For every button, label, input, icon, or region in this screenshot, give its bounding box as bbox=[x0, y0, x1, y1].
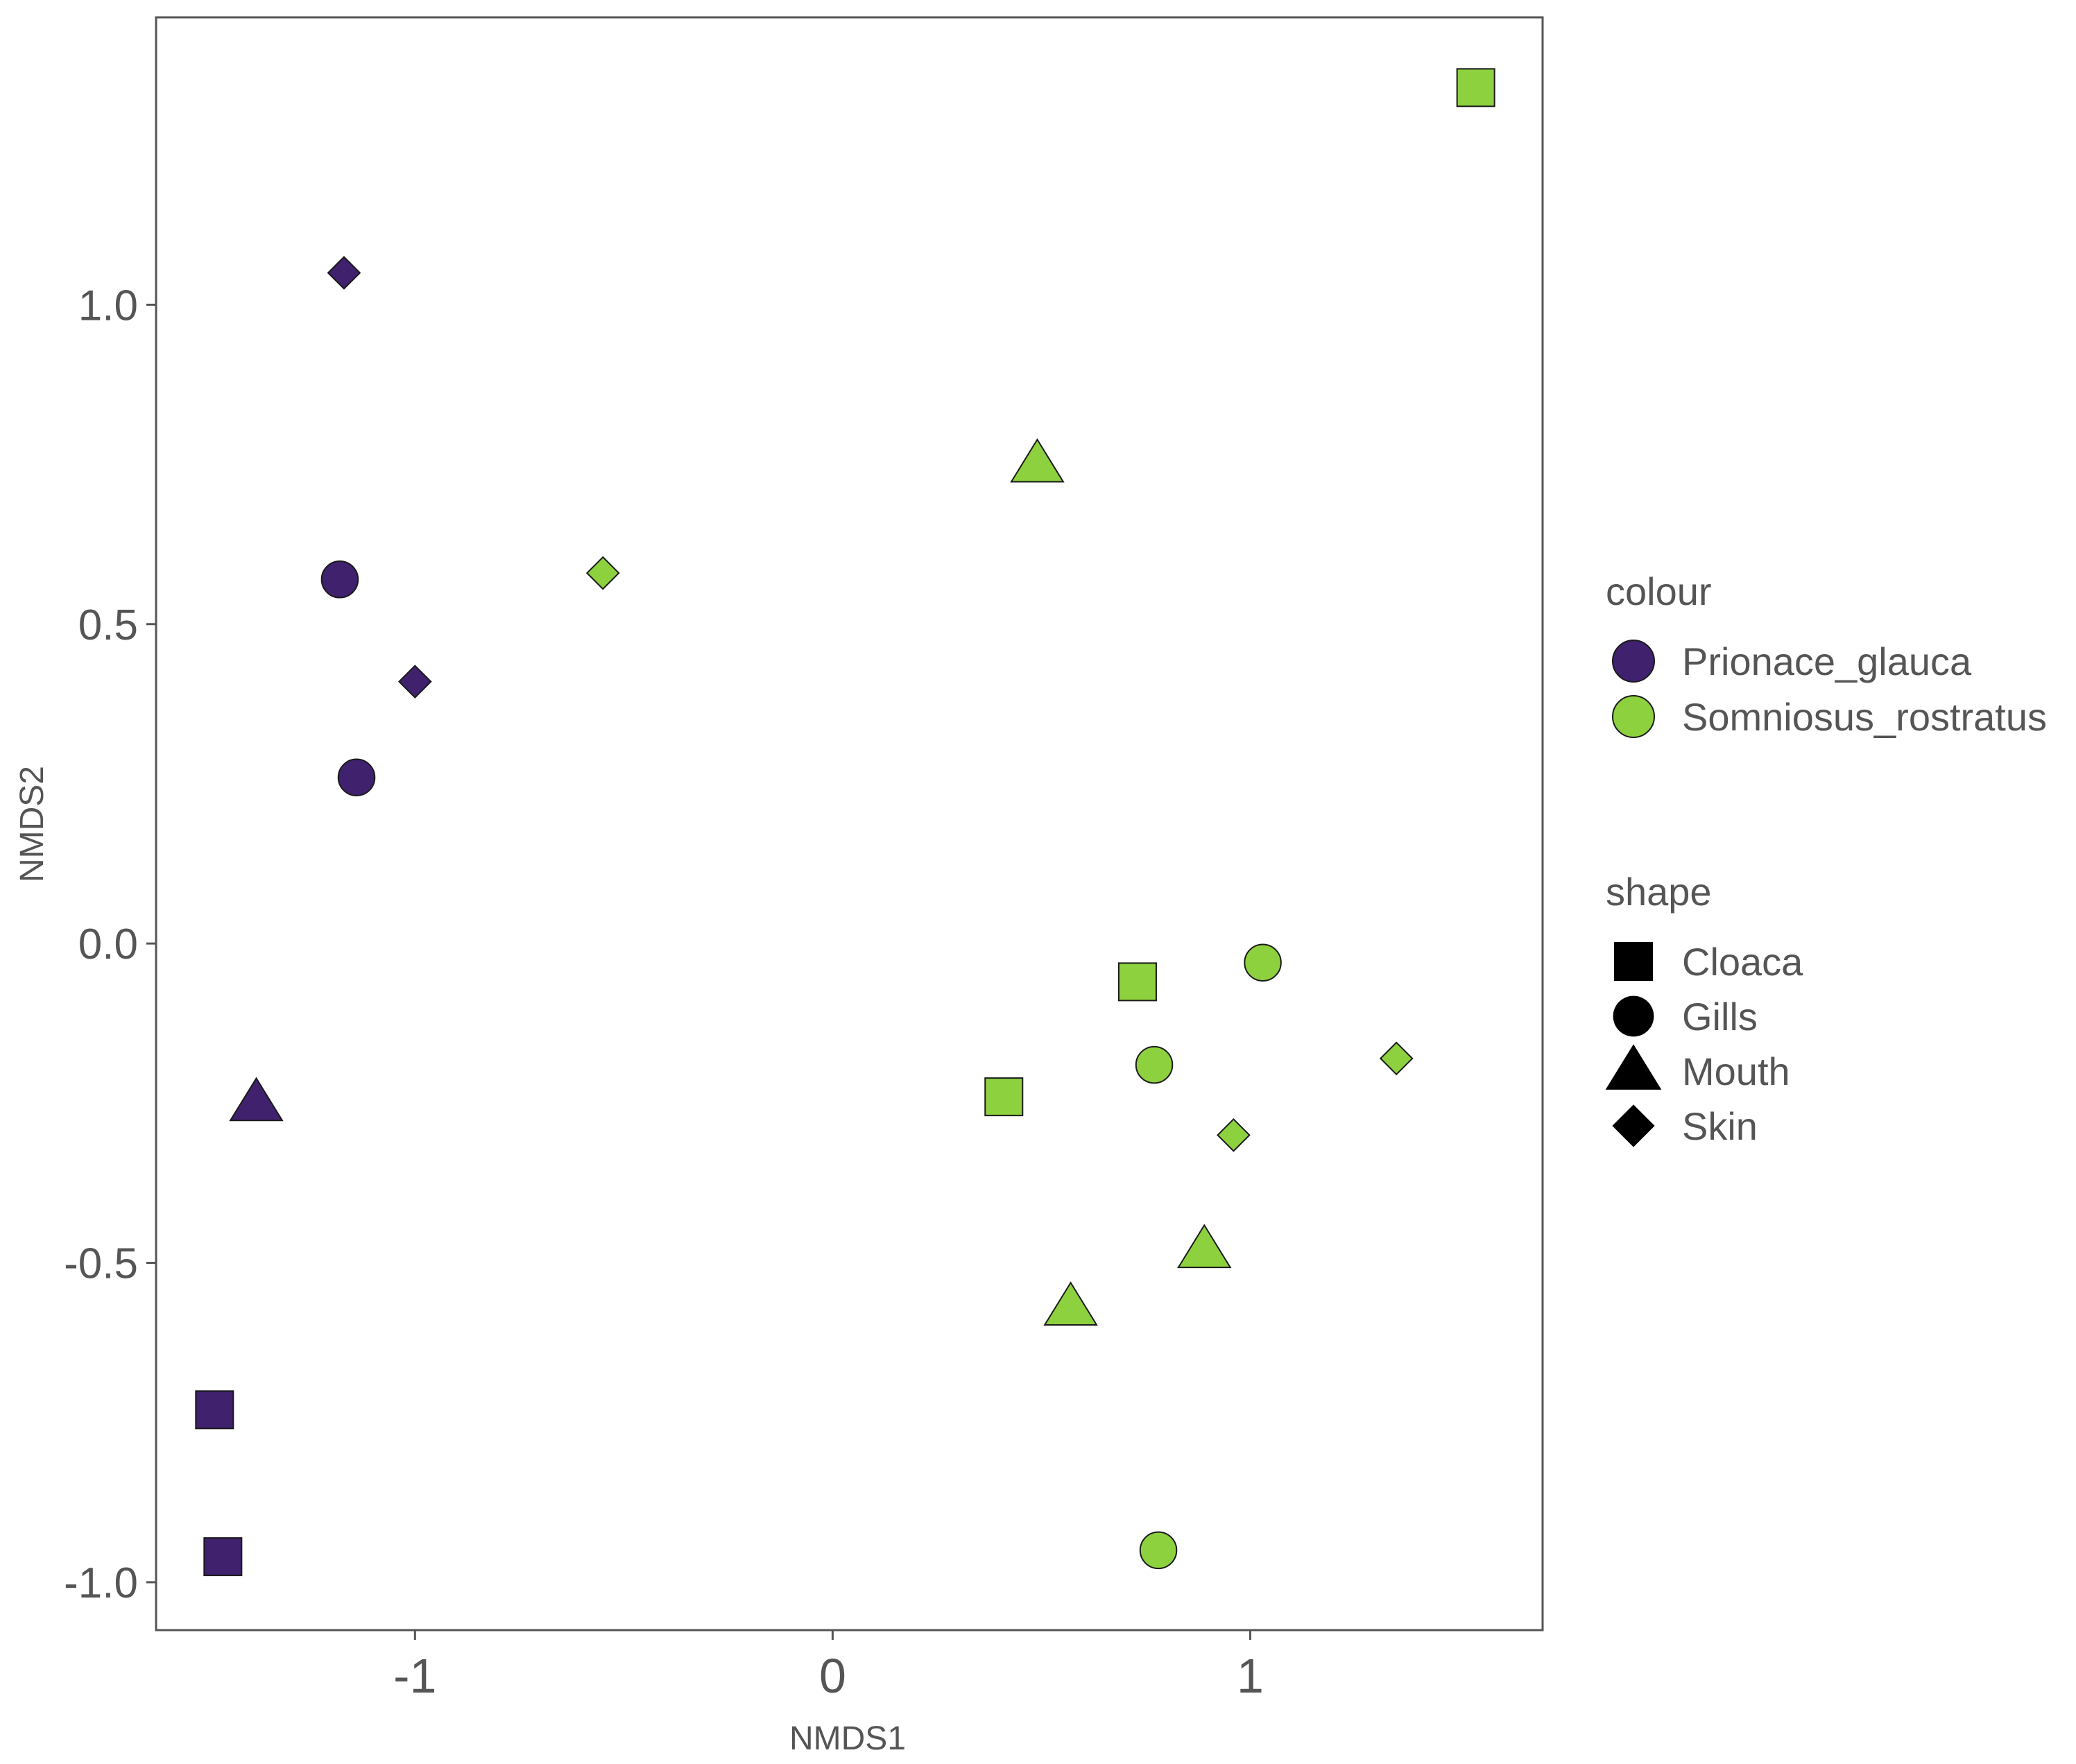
shape-legend-label: Cloaca bbox=[1682, 940, 1803, 984]
shape-legend-label: Mouth bbox=[1682, 1050, 1790, 1093]
data-point bbox=[1135, 1045, 1174, 1084]
data-point bbox=[1117, 962, 1157, 1002]
data-point bbox=[1139, 1531, 1178, 1570]
legend: colour Prionace_glauca Somniosus_rostratu… bbox=[1605, 570, 2047, 1148]
data-point bbox=[1456, 68, 1495, 108]
data-point bbox=[1244, 943, 1282, 982]
x-axis-title: NMDS1 bbox=[789, 1720, 906, 1757]
x-tick-label: 1 bbox=[1237, 1649, 1264, 1703]
x-axis: -1 0 1 bbox=[393, 1630, 1264, 1703]
shape-legend-key bbox=[1614, 942, 1653, 981]
data-point bbox=[984, 1077, 1024, 1117]
data-point bbox=[1177, 1224, 1232, 1269]
colour-legend-label: Somniosus_rostratus bbox=[1682, 695, 2047, 739]
colour-legend-label: Prionace_glauca bbox=[1682, 640, 1972, 683]
data-point bbox=[203, 1537, 243, 1577]
colour-legend-items: Prionace_glauca Somniosus_rostratus bbox=[1612, 640, 2047, 739]
data-point bbox=[195, 1390, 234, 1430]
data-point bbox=[585, 556, 620, 590]
colour-legend-title: colour bbox=[1606, 570, 1712, 613]
shape-legend-key bbox=[1605, 1044, 1662, 1090]
colour-legend-key bbox=[1612, 695, 1655, 738]
shape-legend-key bbox=[1613, 995, 1654, 1037]
data-point bbox=[397, 665, 432, 699]
data-point bbox=[327, 255, 361, 290]
y-tick-label: -1.0 bbox=[64, 1559, 138, 1607]
data-point bbox=[1379, 1041, 1414, 1076]
data-point bbox=[320, 560, 359, 599]
y-tick-label: 1.0 bbox=[78, 282, 138, 329]
data-point bbox=[1043, 1281, 1098, 1326]
y-axis-title: NMDS2 bbox=[14, 766, 51, 882]
y-tick-label: 0.0 bbox=[78, 920, 138, 968]
shape-legend-label: Gills bbox=[1682, 995, 1758, 1038]
data-point bbox=[229, 1077, 284, 1122]
plot-panel bbox=[155, 16, 1544, 1632]
y-axis: -1.0 -0.5 0.0 0.5 1.0 bbox=[64, 282, 156, 1607]
y-tick-label: 0.5 bbox=[78, 601, 138, 649]
shape-legend-label: Skin bbox=[1682, 1104, 1758, 1148]
data-points bbox=[195, 68, 1495, 1577]
data-point bbox=[337, 758, 376, 796]
data-point bbox=[1010, 438, 1065, 483]
shape-legend-items: Cloaca Gills Mouth Skin bbox=[1605, 940, 1803, 1148]
colour-legend-key bbox=[1612, 640, 1655, 683]
y-tick-label: -0.5 bbox=[64, 1240, 138, 1288]
x-tick-label: 0 bbox=[819, 1649, 846, 1703]
x-tick-label: -1 bbox=[393, 1649, 436, 1703]
shape-legend-title: shape bbox=[1606, 870, 1712, 914]
data-point bbox=[1217, 1118, 1251, 1152]
shape-legend-key bbox=[1612, 1104, 1655, 1147]
